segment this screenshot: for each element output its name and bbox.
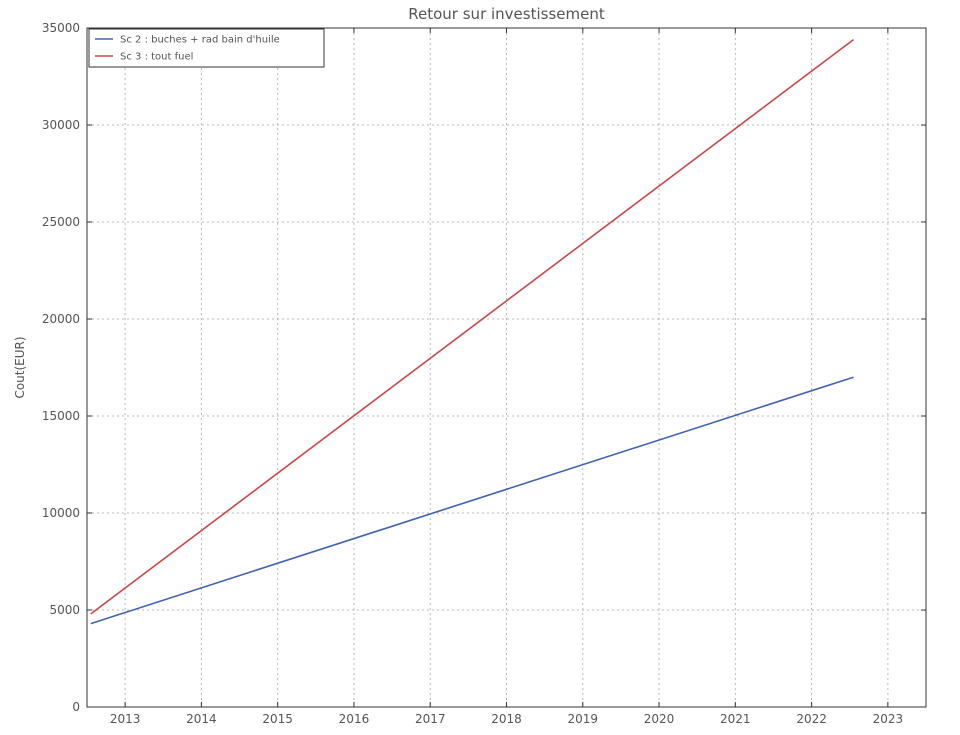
y-tick-label: 30000 (42, 118, 80, 132)
legend: Sc 2 : buches + rad bain d'huile Sc 3 : t… (88, 28, 325, 68)
y-tick-label: 0 (72, 700, 80, 714)
x-tick-label: 2022 (796, 712, 827, 726)
y-tick-label: 15000 (42, 409, 80, 423)
y-tick-label: 25000 (42, 215, 80, 229)
y-tick-label: 5000 (49, 603, 80, 617)
x-tick-label: 2019 (567, 712, 598, 726)
legend-entry: Sc 3 : tout fuel (120, 52, 193, 63)
legend-entry: Sc 2 : buches + rad bain d'huile (120, 35, 280, 46)
grid (87, 28, 926, 707)
x-tick-label: 2016 (339, 712, 370, 726)
plot-lines (90, 38, 854, 625)
y-tick-label: 35000 (42, 21, 80, 35)
chart-title: Retour sur investissement (408, 5, 605, 23)
axis-ticks: 2013 2014 2015 2016 2017 2018 2019 2020 2021 2022… (42, 21, 926, 726)
y-tick-label: 10000 (42, 506, 80, 520)
x-tick-label: 2013 (110, 712, 141, 726)
x-tick-label: 2023 (873, 712, 904, 726)
x-tick-label: 2020 (644, 712, 675, 726)
x-tick-label: 2014 (186, 712, 217, 726)
y-axis-label: Cout(EUR) (13, 336, 27, 398)
x-tick-label: 2017 (415, 712, 446, 726)
x-tick-label: 2015 (262, 712, 293, 726)
series-line-3 (90, 38, 854, 615)
x-tick-label: 2018 (491, 712, 522, 726)
x-tick-label: 2021 (720, 712, 751, 726)
series-line-2 (90, 376, 854, 625)
legend-box (88, 28, 325, 68)
y-tick-label: 20000 (42, 312, 80, 326)
